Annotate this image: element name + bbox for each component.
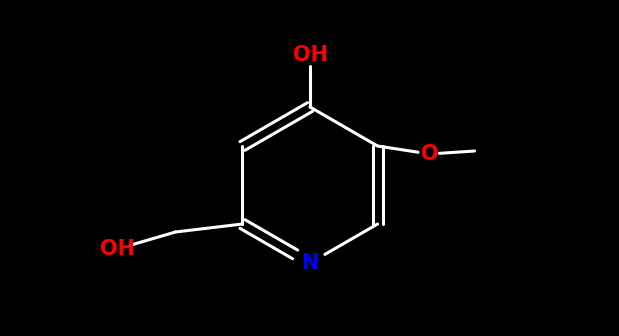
Text: OH: OH — [100, 239, 135, 259]
Text: N: N — [301, 253, 319, 273]
Text: OH: OH — [293, 45, 327, 65]
Text: O: O — [421, 144, 438, 164]
